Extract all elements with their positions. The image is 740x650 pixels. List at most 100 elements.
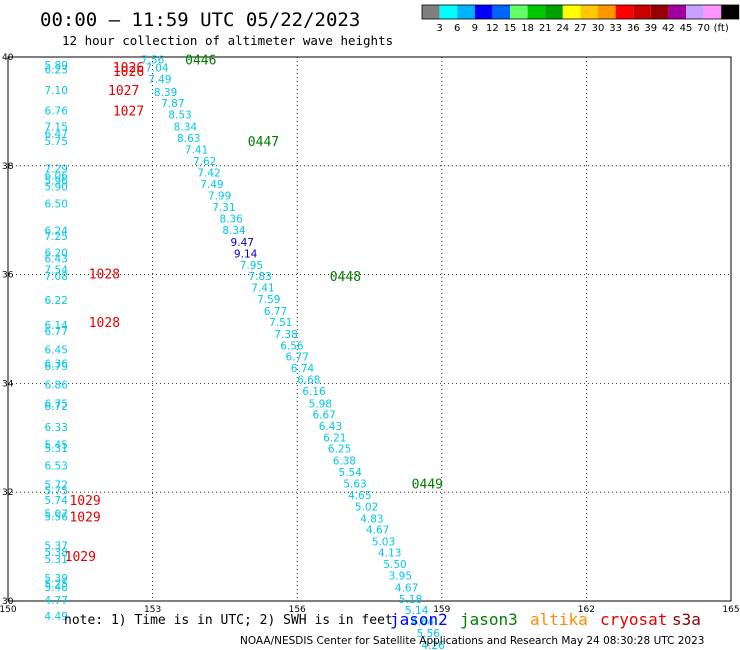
legend-s3a: s3a	[672, 610, 701, 629]
swh-value-track: 9.14	[234, 248, 258, 260]
swh-value-track: 7.99	[208, 191, 231, 203]
color-scale-label: 21	[539, 23, 552, 34]
swh-value-coastal: 5.89	[45, 60, 68, 72]
swh-value-track: 6.67	[312, 409, 335, 421]
x-tick-label: 159	[433, 605, 450, 615]
swh-value-track: 7.83	[248, 271, 271, 283]
color-swatch	[492, 5, 510, 19]
swh-value-coastal: 6.79	[45, 361, 68, 373]
swh-value-coastal: 7.54	[45, 265, 69, 277]
color-scale-label: 70	[697, 23, 710, 34]
swh-value-track: 6.68	[297, 375, 320, 387]
color-swatch	[598, 5, 616, 19]
satellite-legend: jason2 jason3 altika cryosat s3a	[390, 610, 701, 629]
color-swatch	[422, 5, 440, 19]
swh-value-coastal: 5.96	[45, 175, 69, 187]
color-scale-label: 36	[627, 23, 640, 34]
color-scale-label: 42	[662, 23, 675, 34]
swh-value-coastal: 6.53	[45, 461, 68, 473]
swh-value-track: 7.41	[185, 144, 208, 156]
color-swatch	[439, 5, 458, 19]
color-swatch	[527, 5, 546, 19]
swh-value-track: 4.26	[421, 640, 445, 650]
swh-value-coastal: 5.45	[45, 439, 68, 451]
pressure-label: 1029	[65, 550, 96, 565]
swh-value-track: 7.49	[148, 74, 171, 86]
color-swatch	[633, 5, 651, 19]
swh-value-track: 8.63	[177, 133, 200, 145]
swh-value-coastal: 6.45	[45, 345, 68, 357]
swh-value-coastal: 6.75	[45, 399, 68, 411]
swh-value-coastal: 7.29	[45, 164, 68, 176]
swh-value-coastal: 6.36	[45, 358, 69, 370]
swh-value-track: 5.54	[339, 467, 363, 479]
swh-value-coastal: 6.23	[45, 65, 68, 77]
swh-value-coastal: 7.08	[45, 271, 68, 283]
pressure-label: 1027	[108, 84, 139, 99]
legend-jason2: jason2	[390, 610, 448, 629]
swh-value-track: 4.67	[395, 582, 418, 594]
swh-value-coastal: 6.76	[45, 105, 69, 117]
color-scale-legend: 3 6 9 12 15 18 21 24 27 30 33 36 39 42 45 70 (ft)	[421, 4, 740, 34]
swh-value-track: 7.59	[257, 294, 280, 306]
pressure-label: 1029	[69, 494, 100, 509]
pressure-label: 1028	[89, 268, 120, 283]
swh-value-track: 7.04	[145, 62, 169, 74]
swh-value-coastal: 5.07	[45, 508, 68, 520]
swh-value-coastal: 7.25	[45, 231, 68, 243]
color-swatch	[721, 5, 739, 19]
swh-value-track: 6.38	[333, 456, 356, 468]
color-scale-label: 9	[472, 23, 478, 34]
color-scale-label: (ft)	[714, 23, 729, 34]
color-scale-label: 27	[574, 23, 587, 34]
chart-title: 00:00 – 11:59 UTC 05/22/2023	[40, 9, 360, 31]
swh-value-track: 6.43	[319, 421, 342, 433]
color-scale-border	[421, 4, 740, 20]
color-swatch	[686, 5, 704, 19]
pressure-label: 1026	[113, 65, 144, 80]
color-swatch	[474, 5, 493, 19]
swh-value-coastal: 5.38	[45, 547, 68, 559]
swh-value-track: 6.74	[291, 363, 315, 375]
swh-value-track: 8.39	[154, 87, 177, 99]
swh-value-track: 7.49	[200, 179, 223, 191]
color-scale-label: 33	[609, 23, 622, 34]
color-swatch	[650, 5, 669, 19]
swh-value-coastal: 4.77	[45, 595, 68, 607]
note-text: note: 1) Time is in UTC; 2) SWH is in fe…	[64, 613, 393, 628]
color-scale-label: 30	[592, 23, 605, 34]
swh-value-coastal: 7.10	[45, 85, 68, 97]
swh-value-coastal: 6.20	[45, 247, 68, 259]
swh-value-track: 7.95	[240, 260, 263, 272]
swh-value-track: 3.95	[389, 570, 412, 582]
color-scale-label: 24	[556, 23, 569, 34]
swh-value-coastal: 5.56	[45, 512, 69, 524]
swh-value-track: 5.18	[399, 594, 422, 606]
swh-value-coastal: 6.72	[45, 401, 68, 413]
time-label: 0449	[412, 477, 443, 492]
x-tick-label: 150	[0, 605, 17, 615]
plot-frame	[7, 56, 732, 602]
y-tick-label: 40	[2, 53, 14, 63]
swh-value-coastal: 6.33	[45, 422, 68, 434]
chart-subtitle: 12 hour collection of altimeter wave hei…	[62, 33, 393, 48]
swh-value-coastal: 6.22	[45, 295, 68, 307]
color-scale-label: 3	[436, 23, 442, 34]
swh-value-track: 9.47	[231, 237, 254, 249]
swh-value-track: 6.77	[264, 306, 287, 318]
swh-value-track: 5.02	[355, 501, 378, 513]
swh-value-coastal: 6.14	[45, 320, 69, 332]
x-tick-label: 153	[144, 605, 161, 615]
swh-value-track: 6.56	[280, 340, 304, 352]
legend-cryosat: cryosat	[600, 610, 667, 629]
swh-value-coastal: 5.31	[45, 554, 68, 566]
swh-value-coastal: 6.77	[45, 326, 68, 338]
swh-value-track: 5.03	[372, 537, 395, 549]
swh-value-track: 7.62	[193, 156, 216, 168]
color-swatch	[510, 5, 528, 19]
swh-value-track: 4.83	[360, 513, 383, 525]
swh-value-coastal: 7.15	[45, 122, 68, 134]
swh-value-track: 5.50	[383, 559, 406, 571]
color-scale-label: 39	[644, 23, 657, 34]
